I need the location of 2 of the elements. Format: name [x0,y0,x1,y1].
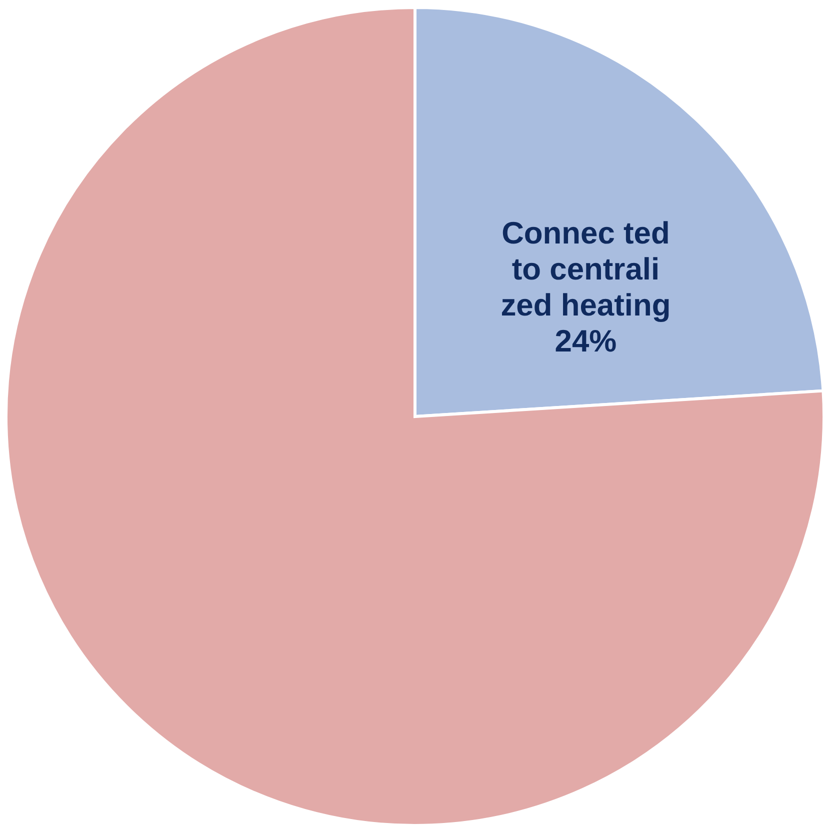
data-label: 24% [554,323,617,358]
slice-label: Connec ted to centrali zed heating [500,216,671,322]
